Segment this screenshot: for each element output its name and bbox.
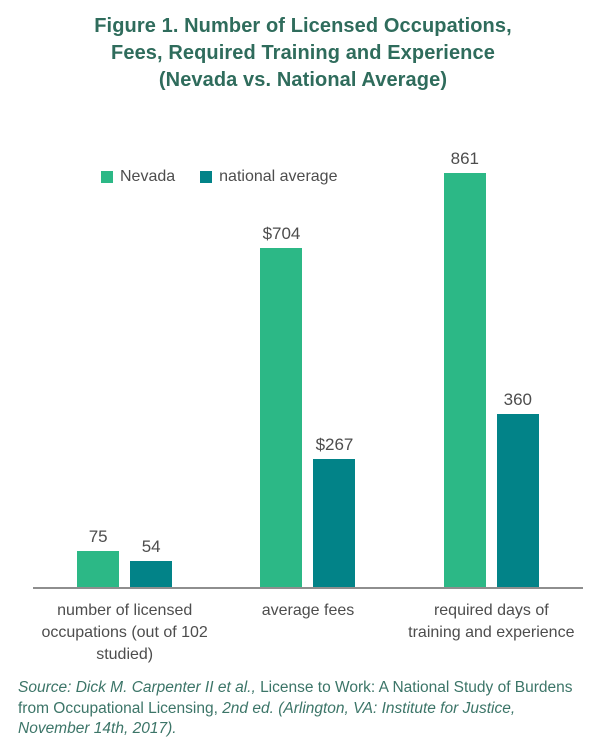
barwrap-nevada: $704 bbox=[260, 224, 303, 587]
legend-swatch-nevada bbox=[101, 171, 113, 183]
bar-value-label: 75 bbox=[88, 527, 108, 546]
bar-value-label: 861 bbox=[450, 149, 479, 168]
plot-area: 75 54 $704 $267 861 360 bbox=[33, 0, 583, 587]
category-label-line: studied) bbox=[96, 646, 154, 663]
bar-national-average bbox=[313, 459, 356, 587]
legend-swatch-national-average bbox=[200, 171, 213, 183]
legend-item-national-average: national average bbox=[200, 168, 337, 186]
source-citation: Source: Dick M. Carpenter II et al., Lic… bbox=[18, 678, 596, 740]
category-label-required-days-of-training-and-: required days of training and experience bbox=[400, 600, 583, 666]
category-label-line: required days of bbox=[433, 602, 549, 619]
barwrap-national-average: 360 bbox=[496, 390, 539, 587]
source-segment-italic: 2nd ed. (Arlington, VA: Institute for Ju… bbox=[222, 699, 516, 717]
category-label-line: occupations (out of 102 bbox=[41, 624, 208, 641]
bar-nevada bbox=[443, 173, 486, 587]
legend-label: national average bbox=[219, 168, 338, 185]
category-label-line: training and experience bbox=[408, 624, 575, 641]
category-labels-row: number of licensed occupations (out of 10… bbox=[33, 600, 583, 666]
category-label-average-fees: average fees bbox=[216, 600, 399, 666]
chart-legend: Nevada national average bbox=[101, 168, 337, 186]
category-label-line: number of licensed bbox=[57, 602, 193, 619]
bar-national-average bbox=[496, 414, 539, 587]
figure-title-line-3: (Nevada vs. National Average) bbox=[158, 69, 448, 91]
category-label-number-of-licensed-occupations: number of licensed occupations (out of 10… bbox=[33, 600, 216, 666]
bar-nevada bbox=[77, 551, 120, 587]
source-line: Source: Dick M. Carpenter II et al., Lic… bbox=[18, 678, 596, 699]
source-segment-upright: License to Work: A National Study of Bur… bbox=[260, 679, 573, 696]
barwrap-national-average: $267 bbox=[313, 435, 356, 587]
bar-national-average bbox=[130, 561, 173, 587]
source-segment-italic: November 14th, 2017). bbox=[18, 720, 177, 737]
bar-group-number-of-licensed-occupations: 75 54 bbox=[33, 0, 216, 587]
figure-title-line-1: Figure 1. Number of Licensed Occupations… bbox=[94, 15, 512, 37]
source-line: November 14th, 2017). bbox=[18, 719, 596, 740]
source-segment-italic: Source: Dick M. Carpenter II et al., bbox=[18, 679, 261, 696]
bar-value-label: 54 bbox=[141, 537, 161, 556]
legend-label: Nevada bbox=[120, 168, 176, 185]
barwrap-nevada: 75 bbox=[77, 527, 120, 587]
bar-value-label: $704 bbox=[262, 224, 301, 243]
barwrap-national-average: 54 bbox=[130, 537, 173, 587]
barwrap-nevada: 861 bbox=[443, 149, 486, 587]
x-axis-line bbox=[33, 587, 583, 589]
bar-value-label: 360 bbox=[503, 390, 532, 409]
source-segment-upright: from Occupational Licensing, bbox=[18, 699, 223, 717]
bar-nevada bbox=[260, 248, 303, 587]
figure-title: Figure 1. Number of Licensed Occupations… bbox=[0, 13, 606, 94]
source-line: from Occupational Licensing, 2nd ed. (Ar… bbox=[18, 699, 596, 720]
legend-item-nevada: Nevada bbox=[101, 168, 175, 186]
figure-title-line-2: Fees, Required Training and Experience bbox=[111, 42, 495, 64]
category-label-line: average fees bbox=[261, 602, 355, 619]
bar-group-required-days-of-training-and-: 861 360 bbox=[400, 0, 583, 587]
bar-group-average-fees: $704 $267 bbox=[216, 0, 399, 587]
bar-value-label: $267 bbox=[315, 435, 354, 454]
